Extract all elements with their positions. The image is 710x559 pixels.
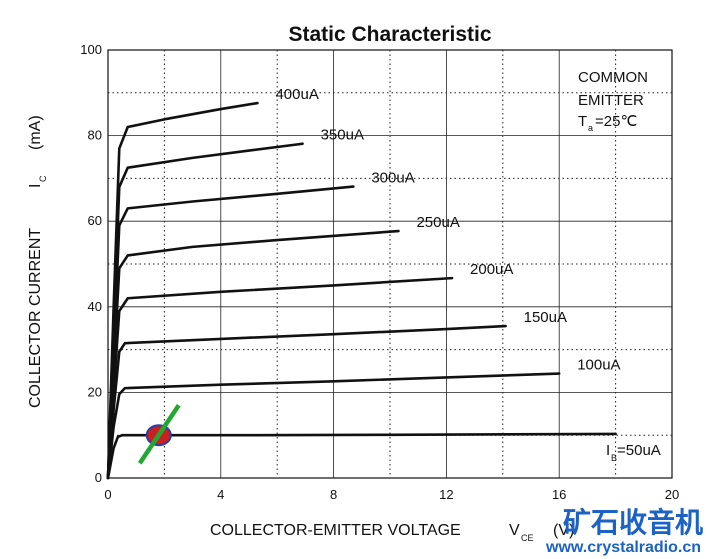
y-tick-label: 0 — [95, 470, 102, 485]
watermark: 矿石收音机 www.crystalradio.cn — [545, 506, 703, 556]
x-tick-label: 8 — [330, 487, 337, 502]
operating-point-marker — [137, 403, 181, 465]
y-tick-label: 80 — [88, 128, 102, 143]
x-axis-unit: (V) — [553, 522, 574, 539]
curve-label-400uA: 400uA — [275, 86, 318, 103]
y-axis-unit: (mA) — [27, 115, 44, 150]
y-tick-label: 20 — [88, 384, 102, 399]
curve-ib-100uA — [106, 372, 561, 480]
y-tick-label: 60 — [88, 213, 102, 228]
curve-ib-400uA — [106, 101, 259, 480]
annotation-line-1: COMMON — [578, 69, 648, 86]
annotation-line-2: EMITTER — [578, 92, 644, 109]
curve-label-prefix: I — [606, 442, 610, 459]
annotation-temp-symbol: T — [578, 113, 587, 130]
x-axis-symbol-sub: CE — [521, 533, 534, 543]
x-tick-label: 12 — [439, 487, 453, 502]
curve-label-100uA: 100uA — [577, 357, 620, 374]
marker-slash — [137, 403, 181, 465]
plot-area-frame — [107, 49, 673, 479]
curve-label-150uA: 150uA — [524, 309, 567, 326]
watermark-url: www.crystalradio.cn — [545, 539, 701, 556]
curve-label-50uA: I B =50uA — [606, 442, 661, 463]
curve-label-350uA: 350uA — [321, 127, 364, 144]
x-axis-label: COLLECTOR-EMITTER VOLTAGE V CE (V) — [210, 522, 574, 543]
tick-labels: 0 4 8 12 16 20 0 20 40 60 80 100 — [80, 42, 679, 502]
annotation-common-emitter: COMMON EMITTER T a =25℃ — [578, 69, 648, 133]
y-axis-symbol-sub: C — [38, 175, 48, 182]
y-axis-label: COLLECTOR CURRENT I C (mA) — [27, 115, 48, 408]
curve-label-250uA: 250uA — [416, 214, 459, 231]
curve-label-300uA: 300uA — [371, 170, 414, 187]
curve-label-200uA: 200uA — [470, 261, 513, 278]
curve-label-sub: B — [611, 453, 617, 463]
x-axis-symbol: V — [509, 522, 520, 539]
x-axis-title: COLLECTOR-EMITTER VOLTAGE — [210, 522, 461, 539]
curve-ib-150uA — [106, 324, 507, 480]
curve-labels: I B =50uA 100uA 150uA 200uA 250uA 300uA 350uA 400… — [275, 86, 660, 463]
y-tick-label: 100 — [80, 42, 102, 57]
annotation-temp-sub: a — [588, 123, 593, 133]
x-tick-label: 20 — [665, 487, 679, 502]
y-axis-title: COLLECTOR CURRENT — [27, 228, 44, 408]
x-tick-label: 0 — [104, 487, 111, 502]
curve-label-value: =50uA — [617, 442, 661, 459]
y-tick-label: 40 — [88, 299, 102, 314]
y-axis-symbol: I — [27, 184, 44, 188]
annotation-temp-value: =25℃ — [595, 113, 637, 130]
x-tick-label: 4 — [217, 487, 224, 502]
grid — [108, 50, 672, 478]
curve-ib-50uA — [106, 432, 617, 480]
x-tick-label: 16 — [552, 487, 566, 502]
chart-title: Static Characteristic — [288, 23, 491, 46]
watermark-chinese: 矿石收音机 — [563, 506, 703, 539]
curves — [106, 101, 617, 480]
